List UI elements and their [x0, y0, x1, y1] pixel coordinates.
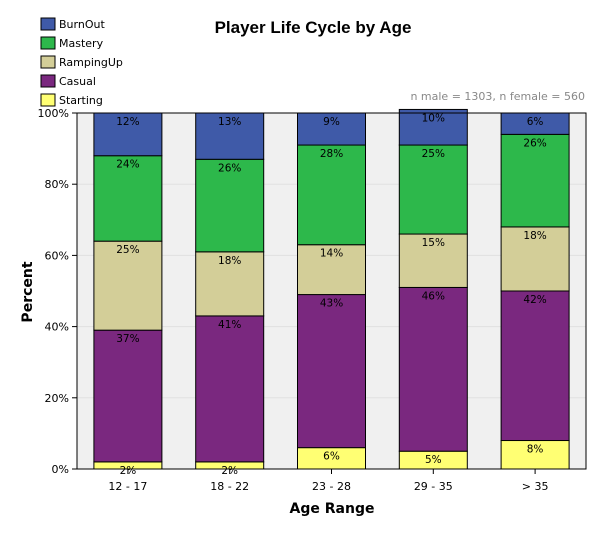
legend-label: Casual — [59, 75, 96, 88]
x-tick-label: 23 - 28 — [312, 480, 351, 493]
legend-swatch — [40, 93, 56, 107]
bar-value-label: 13% — [218, 116, 241, 128]
sample-size-note: n male = 1303, n female = 560 — [410, 90, 585, 103]
bar-value-label: 42% — [523, 294, 546, 306]
bar-value-label: 25% — [116, 244, 139, 256]
bar-segment — [195, 158, 265, 253]
bar-segment — [398, 108, 468, 146]
bar-segment — [398, 144, 468, 235]
bar-segment — [195, 112, 265, 160]
bar-value-label: 6% — [527, 116, 544, 128]
legend-swatch — [40, 17, 56, 31]
x-tick-label: 29 - 35 — [414, 480, 453, 493]
bar-value-label: 14% — [320, 248, 343, 260]
bar-segment — [195, 315, 265, 463]
y-tick-label: 100% — [38, 107, 69, 120]
bar-value-label: 15% — [422, 237, 445, 249]
bar-value-label: 10% — [422, 112, 445, 124]
legend-swatch — [40, 36, 56, 50]
y-tick-label: 60% — [45, 249, 69, 262]
bar-value-label: 9% — [323, 116, 340, 128]
bar-value-label: 26% — [218, 162, 241, 174]
y-tick-label: 40% — [45, 321, 69, 334]
bar-segment — [500, 133, 570, 228]
legend-swatch — [40, 74, 56, 88]
bar-value-label: 18% — [218, 255, 241, 267]
bar-segment — [500, 290, 570, 442]
bar-segment — [297, 144, 366, 246]
bar-value-label: 41% — [218, 319, 241, 331]
legend-label: Starting — [59, 94, 103, 107]
bar-value-label: 25% — [422, 148, 445, 160]
bar-value-label: 43% — [320, 298, 343, 310]
legend-swatch — [40, 55, 56, 69]
y-tick-label: 0% — [52, 463, 69, 476]
bar-value-label: 46% — [422, 290, 445, 302]
bar-segment — [297, 244, 366, 296]
y-tick-label: 20% — [45, 392, 69, 405]
legend-label: BurnOut — [59, 18, 105, 31]
bar-segment — [93, 329, 163, 463]
bar-value-label: 37% — [116, 333, 139, 345]
y-axis-title: Percent — [20, 261, 36, 322]
legend-label: RampingUp — [59, 56, 123, 69]
bar-value-label: 18% — [523, 230, 546, 242]
x-tick-label: > 35 — [522, 480, 549, 493]
bar-value-label: 26% — [523, 137, 546, 149]
bar-segment — [398, 286, 468, 452]
bar-value-label: 24% — [116, 159, 139, 171]
bar-segment — [500, 440, 570, 470]
x-axis-title: Age Range — [290, 501, 375, 517]
x-tick-label: 12 - 17 — [108, 480, 147, 493]
plot-frame — [76, 112, 587, 470]
bar-segment — [398, 233, 468, 288]
bar-value-label: 5% — [425, 454, 442, 466]
bar-segment — [297, 294, 366, 449]
legend-label: Mastery — [59, 37, 104, 50]
bar-value-label: 6% — [323, 451, 340, 463]
y-tick-label: 80% — [45, 178, 69, 191]
bar-value-label: 28% — [320, 148, 343, 160]
bar-segment — [195, 251, 265, 317]
bar-value-label: 8% — [527, 444, 544, 456]
bar-value-label: 12% — [116, 116, 139, 128]
chart-title: Player Life Cycle by Age — [215, 18, 412, 37]
bar-segment — [500, 226, 570, 292]
x-tick-label: 18 - 22 — [210, 480, 249, 493]
